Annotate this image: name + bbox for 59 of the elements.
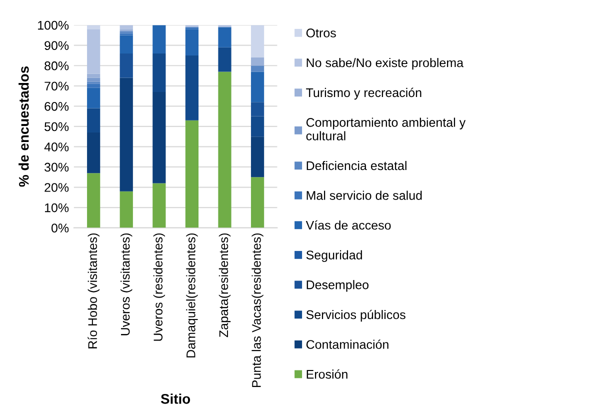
bar	[218, 72, 232, 228]
y-tick-label: 60%	[44, 102, 69, 111]
x-tick-label: Río Hobo (visitantes)	[88, 233, 100, 348]
bar	[152, 53, 166, 92]
bar	[120, 191, 133, 228]
bar	[250, 66, 264, 72]
bar	[120, 78, 133, 192]
bar	[218, 47, 232, 72]
bar	[87, 74, 100, 78]
bar	[250, 177, 264, 228]
bar	[87, 88, 100, 108]
bar	[250, 58, 264, 66]
bar	[185, 55, 199, 120]
legend-label: Comportamiento ambiental y cultural	[306, 118, 466, 140]
bar	[185, 120, 199, 228]
bar	[250, 136, 264, 178]
bar	[250, 25, 264, 58]
legend-label: Otros	[306, 28, 336, 38]
bar	[87, 78, 100, 82]
legend-label: Contaminación	[306, 340, 388, 349]
x-tick-label: Damaquiel(residentes)	[186, 233, 198, 358]
y-tick-label: 90%	[44, 41, 69, 50]
bar	[87, 132, 100, 174]
x-tick-label: Uveros (visitantes)	[120, 233, 132, 336]
bar	[152, 25, 166, 54]
legend-label: Servicios públicos	[306, 310, 406, 322]
y-tick-label: 30%	[44, 162, 69, 172]
bar	[185, 29, 199, 56]
x-tick-label: Zapata(residentes)	[218, 233, 231, 338]
bar	[250, 72, 264, 102]
y-tick-label: 70%	[44, 82, 69, 91]
bar	[152, 183, 166, 228]
bar	[120, 53, 133, 78]
legend-label: Desempleo	[306, 280, 368, 292]
bar	[87, 29, 100, 74]
legend-label: Vías de acceso	[306, 220, 391, 230]
y-tick-label: 100%	[38, 20, 69, 30]
legend-label: Erosión	[306, 369, 348, 379]
x-tick-label: Uveros (residentes)	[153, 233, 165, 341]
bar	[218, 27, 232, 48]
legend-label: No sabe/No existe problema	[306, 58, 464, 70]
x-tick-label: Punta las Vacas(residentes)	[252, 233, 264, 388]
y-axis-title: % de encuestados	[18, 66, 29, 187]
legend-label: Seguridad	[306, 250, 362, 262]
x-axis-title: Sitio	[160, 394, 190, 404]
legend-label: Mal servicio de salud	[306, 190, 422, 200]
bar	[87, 108, 100, 133]
bar	[152, 92, 166, 184]
legend-label: Turismo y recreación	[306, 88, 422, 100]
y-tick-label: 0%	[51, 224, 69, 232]
bar	[87, 173, 100, 228]
y-tick-label: 50%	[44, 122, 69, 132]
y-tick-label: 40%	[44, 142, 69, 152]
y-tick-label: 80%	[44, 61, 69, 70]
y-tick-label: 20%	[44, 183, 69, 192]
bar	[120, 35, 133, 54]
y-tick-label: 10%	[44, 203, 69, 212]
bar	[87, 84, 100, 88]
legend-label: Deficiencia estatal	[306, 160, 406, 170]
